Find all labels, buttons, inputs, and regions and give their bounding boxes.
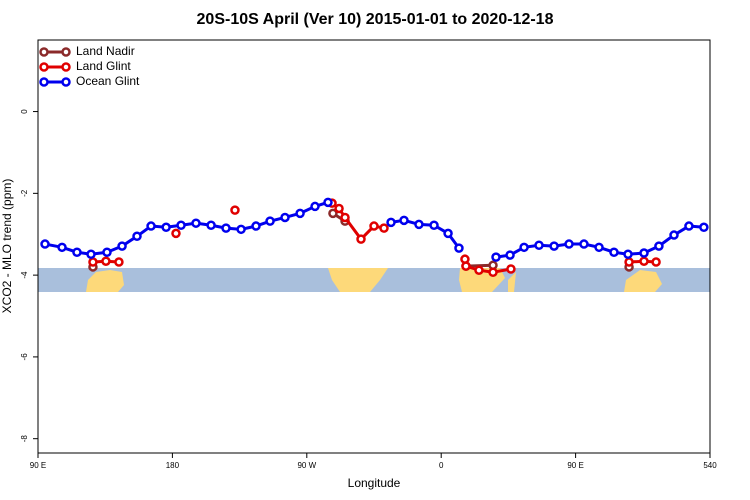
point xyxy=(265,216,275,226)
legend-label: Land Glint xyxy=(76,59,131,73)
point xyxy=(102,247,112,257)
point xyxy=(654,241,664,251)
point xyxy=(369,221,379,231)
point xyxy=(236,224,246,235)
land xyxy=(86,270,124,292)
legend-swatch xyxy=(61,47,71,57)
point xyxy=(117,241,127,251)
point xyxy=(623,249,633,260)
point xyxy=(161,222,171,233)
point xyxy=(534,240,544,251)
point xyxy=(146,221,156,231)
point xyxy=(639,248,649,258)
point xyxy=(399,215,409,226)
plot-frame xyxy=(37,39,711,454)
point xyxy=(624,257,634,267)
y-tick-label: -2 xyxy=(20,189,29,197)
point xyxy=(340,212,350,223)
x-tick-label: 540 xyxy=(703,461,717,470)
point xyxy=(132,231,142,242)
point xyxy=(191,218,201,228)
point xyxy=(609,247,619,257)
point xyxy=(356,234,366,244)
x-tick-label: 90 E xyxy=(30,461,46,470)
point xyxy=(386,217,396,228)
x-tick-label: 90 W xyxy=(297,461,316,470)
point xyxy=(206,220,216,230)
point xyxy=(176,220,186,230)
point xyxy=(491,252,501,262)
x-tick-label: 90 E xyxy=(567,461,583,470)
point xyxy=(86,249,96,260)
y-tick-label: 0 xyxy=(20,109,29,114)
point xyxy=(505,250,515,260)
point xyxy=(474,265,484,275)
point xyxy=(488,267,498,278)
y-axis-label: XCO2 - MLO trend (ppm) xyxy=(0,179,14,314)
y-tick-label: -4 xyxy=(20,271,29,279)
legend-swatch xyxy=(39,62,49,72)
point xyxy=(564,239,574,249)
legend-swatch xyxy=(39,77,49,87)
point xyxy=(379,223,389,233)
x-axis-label: Longitude xyxy=(348,476,401,490)
point xyxy=(414,219,424,230)
point xyxy=(88,257,98,267)
point xyxy=(594,242,604,253)
point xyxy=(506,264,516,274)
point xyxy=(323,197,333,208)
legend-label: Land Nadir xyxy=(76,44,135,58)
point xyxy=(251,221,261,231)
point xyxy=(579,239,589,249)
point xyxy=(328,208,338,219)
land xyxy=(624,270,662,292)
land xyxy=(328,268,388,292)
legend-swatch xyxy=(61,62,71,72)
point xyxy=(429,220,439,230)
point xyxy=(454,243,464,253)
point xyxy=(280,212,290,223)
point xyxy=(171,228,181,239)
map-strip xyxy=(38,268,710,292)
y-tick-label: -8 xyxy=(20,435,29,443)
point xyxy=(443,228,453,239)
point xyxy=(230,205,240,215)
point xyxy=(221,223,231,233)
point xyxy=(651,257,661,267)
legend-swatch xyxy=(39,47,49,57)
point xyxy=(519,242,529,253)
point xyxy=(334,203,344,214)
chart-title: 20S-10S April (Ver 10) 2015-01-01 to 202… xyxy=(197,11,554,28)
land xyxy=(508,272,516,292)
point xyxy=(114,257,124,267)
point xyxy=(101,256,111,266)
point xyxy=(639,256,649,266)
x-tick-label: 180 xyxy=(166,461,180,470)
point xyxy=(684,221,694,231)
point xyxy=(549,241,559,251)
point xyxy=(40,239,50,249)
point xyxy=(699,222,709,233)
point xyxy=(72,247,82,257)
point xyxy=(310,201,320,212)
point xyxy=(295,208,305,219)
y-tick-label: -6 xyxy=(20,353,29,361)
point xyxy=(669,230,679,240)
point xyxy=(461,261,471,271)
x-tick-label: 0 xyxy=(439,461,444,470)
point xyxy=(57,242,67,253)
legend-swatch xyxy=(61,77,71,87)
legend-label: Ocean Glint xyxy=(76,74,140,88)
series-line xyxy=(44,200,329,256)
